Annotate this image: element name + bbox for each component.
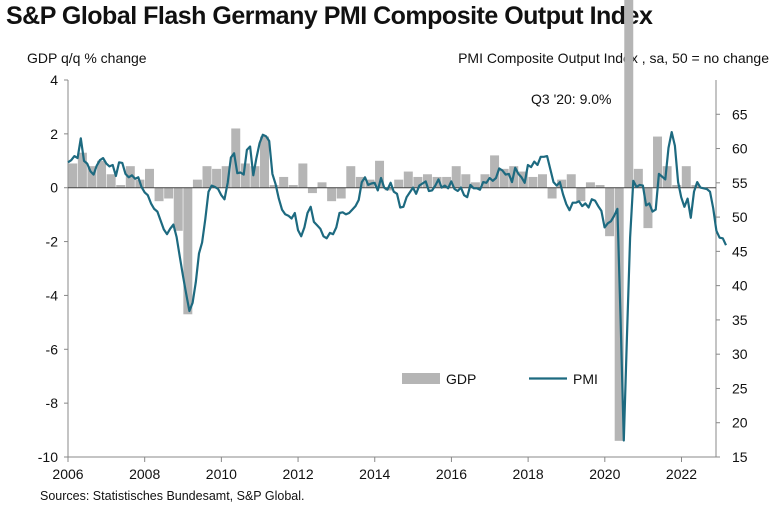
gdp-bar <box>144 168 154 188</box>
gdp-bar <box>605 187 615 237</box>
left-tick-label: -6 <box>46 341 59 357</box>
left-tick-label: 4 <box>50 72 58 88</box>
x-tick-label: 2016 <box>436 466 467 482</box>
gdp-bar <box>480 174 490 188</box>
gdp-bar <box>87 166 97 188</box>
gdp-bar <box>173 187 183 231</box>
gdp-bar <box>403 171 413 188</box>
x-tick-label: 2014 <box>359 466 390 482</box>
gdp-bar <box>394 179 404 188</box>
gdp-bar <box>614 187 624 441</box>
gdp-bar <box>375 160 385 188</box>
pmi-line <box>67 131 727 442</box>
right-tick-label: 65 <box>732 106 748 122</box>
gdp-bar <box>624 0 634 188</box>
right-tick-label: 45 <box>732 243 748 259</box>
gdp-bar <box>470 182 480 188</box>
gdp-bar <box>97 160 107 188</box>
gdp-bar <box>116 185 126 188</box>
gdp-bar <box>633 168 643 188</box>
gdp-bar <box>422 174 432 188</box>
x-tick-label: 2006 <box>52 466 83 482</box>
x-tick-label: 2018 <box>513 466 544 482</box>
legend-gdp-swatch <box>402 373 440 384</box>
left-axis-label: GDP q/q % change <box>27 50 147 66</box>
gdp-bar <box>681 166 691 188</box>
annotation-q3-2020: Q3 '20: 9.0% <box>531 91 612 107</box>
right-tick-label: 50 <box>732 209 748 225</box>
x-tick-label: 2008 <box>129 466 160 482</box>
gdp-bar <box>346 166 356 188</box>
chart-title: S&P Global Flash Germany PMI Composite O… <box>6 2 653 30</box>
left-tick-label: -2 <box>46 234 59 250</box>
gdp-bar <box>106 174 116 188</box>
gdp-bar <box>221 166 231 188</box>
gdp-bar <box>384 187 394 191</box>
right-tick-label: 55 <box>732 175 748 191</box>
legend-gdp-label: GDP <box>446 371 476 387</box>
gdp-bar <box>413 176 423 188</box>
left-tick-label: 0 <box>50 180 58 196</box>
x-tick-label: 2020 <box>589 466 620 482</box>
gdp-bar <box>307 187 317 194</box>
gdp-bar <box>260 136 270 188</box>
gdp-bar <box>68 163 78 188</box>
right-tick-label: 30 <box>732 346 748 362</box>
x-tick-label: 2022 <box>666 466 697 482</box>
gdp-bar <box>538 174 547 188</box>
gdp-bar <box>653 136 663 188</box>
right-tick-label: 25 <box>732 380 748 396</box>
gdp-bar <box>164 187 174 199</box>
right-tick-label: 15 <box>732 449 748 465</box>
gdp-bar <box>298 163 308 188</box>
gdp-bar <box>442 176 452 188</box>
left-tick-label: 2 <box>50 126 58 142</box>
gdp-bar <box>279 176 289 188</box>
right-tick-label: 40 <box>732 278 748 294</box>
gdp-bar <box>212 168 222 188</box>
gdp-bar <box>269 185 279 188</box>
gdp-bar <box>192 179 202 188</box>
gdp-bars <box>68 0 701 441</box>
gdp-bar <box>499 168 509 188</box>
gdp-bar <box>547 187 557 199</box>
left-tick-label: -8 <box>46 395 59 411</box>
left-tick-label: -10 <box>38 449 58 465</box>
gdp-bar <box>183 187 193 315</box>
gdp-bar <box>490 155 500 188</box>
gdp-bar <box>288 185 298 188</box>
right-tick-label: 35 <box>732 312 748 328</box>
gdp-bar <box>557 179 567 188</box>
right-tick-label: 20 <box>732 415 748 431</box>
x-tick-label: 2010 <box>206 466 237 482</box>
gdp-bar <box>662 166 672 188</box>
gdp-bar <box>585 182 595 188</box>
legend-pmi-label: PMI <box>573 371 598 387</box>
x-tick-label: 2012 <box>282 466 313 482</box>
gdp-bar <box>336 187 346 199</box>
gdp-bar <box>154 187 164 202</box>
gdp-bar <box>317 182 327 188</box>
right-axis-label: PMI Composite Output Index , sa, 50 = no… <box>458 50 769 66</box>
gdp-bar <box>355 176 365 188</box>
ticks-layer: 420-2-4-6-8-1065605550454035302520152006… <box>38 72 748 482</box>
left-tick-label: -4 <box>46 287 59 303</box>
gdp-bar <box>77 152 87 188</box>
gdp-bar <box>250 166 260 188</box>
gdp-bar <box>595 185 605 188</box>
gdp-bar <box>327 187 337 202</box>
gdp-bar <box>576 187 586 202</box>
gdp-bar <box>451 166 461 188</box>
gdp-bar <box>461 174 471 188</box>
right-tick-label: 60 <box>732 141 748 157</box>
gdp-bar <box>240 163 250 188</box>
gdp-bar <box>202 166 212 188</box>
gdp-bar <box>566 174 576 188</box>
gdp-bar <box>528 176 538 188</box>
source-note: Sources: Statistisches Bundesamt, S&P Gl… <box>40 489 304 503</box>
gdp-bar <box>672 185 682 188</box>
gdp-bar <box>643 187 653 229</box>
